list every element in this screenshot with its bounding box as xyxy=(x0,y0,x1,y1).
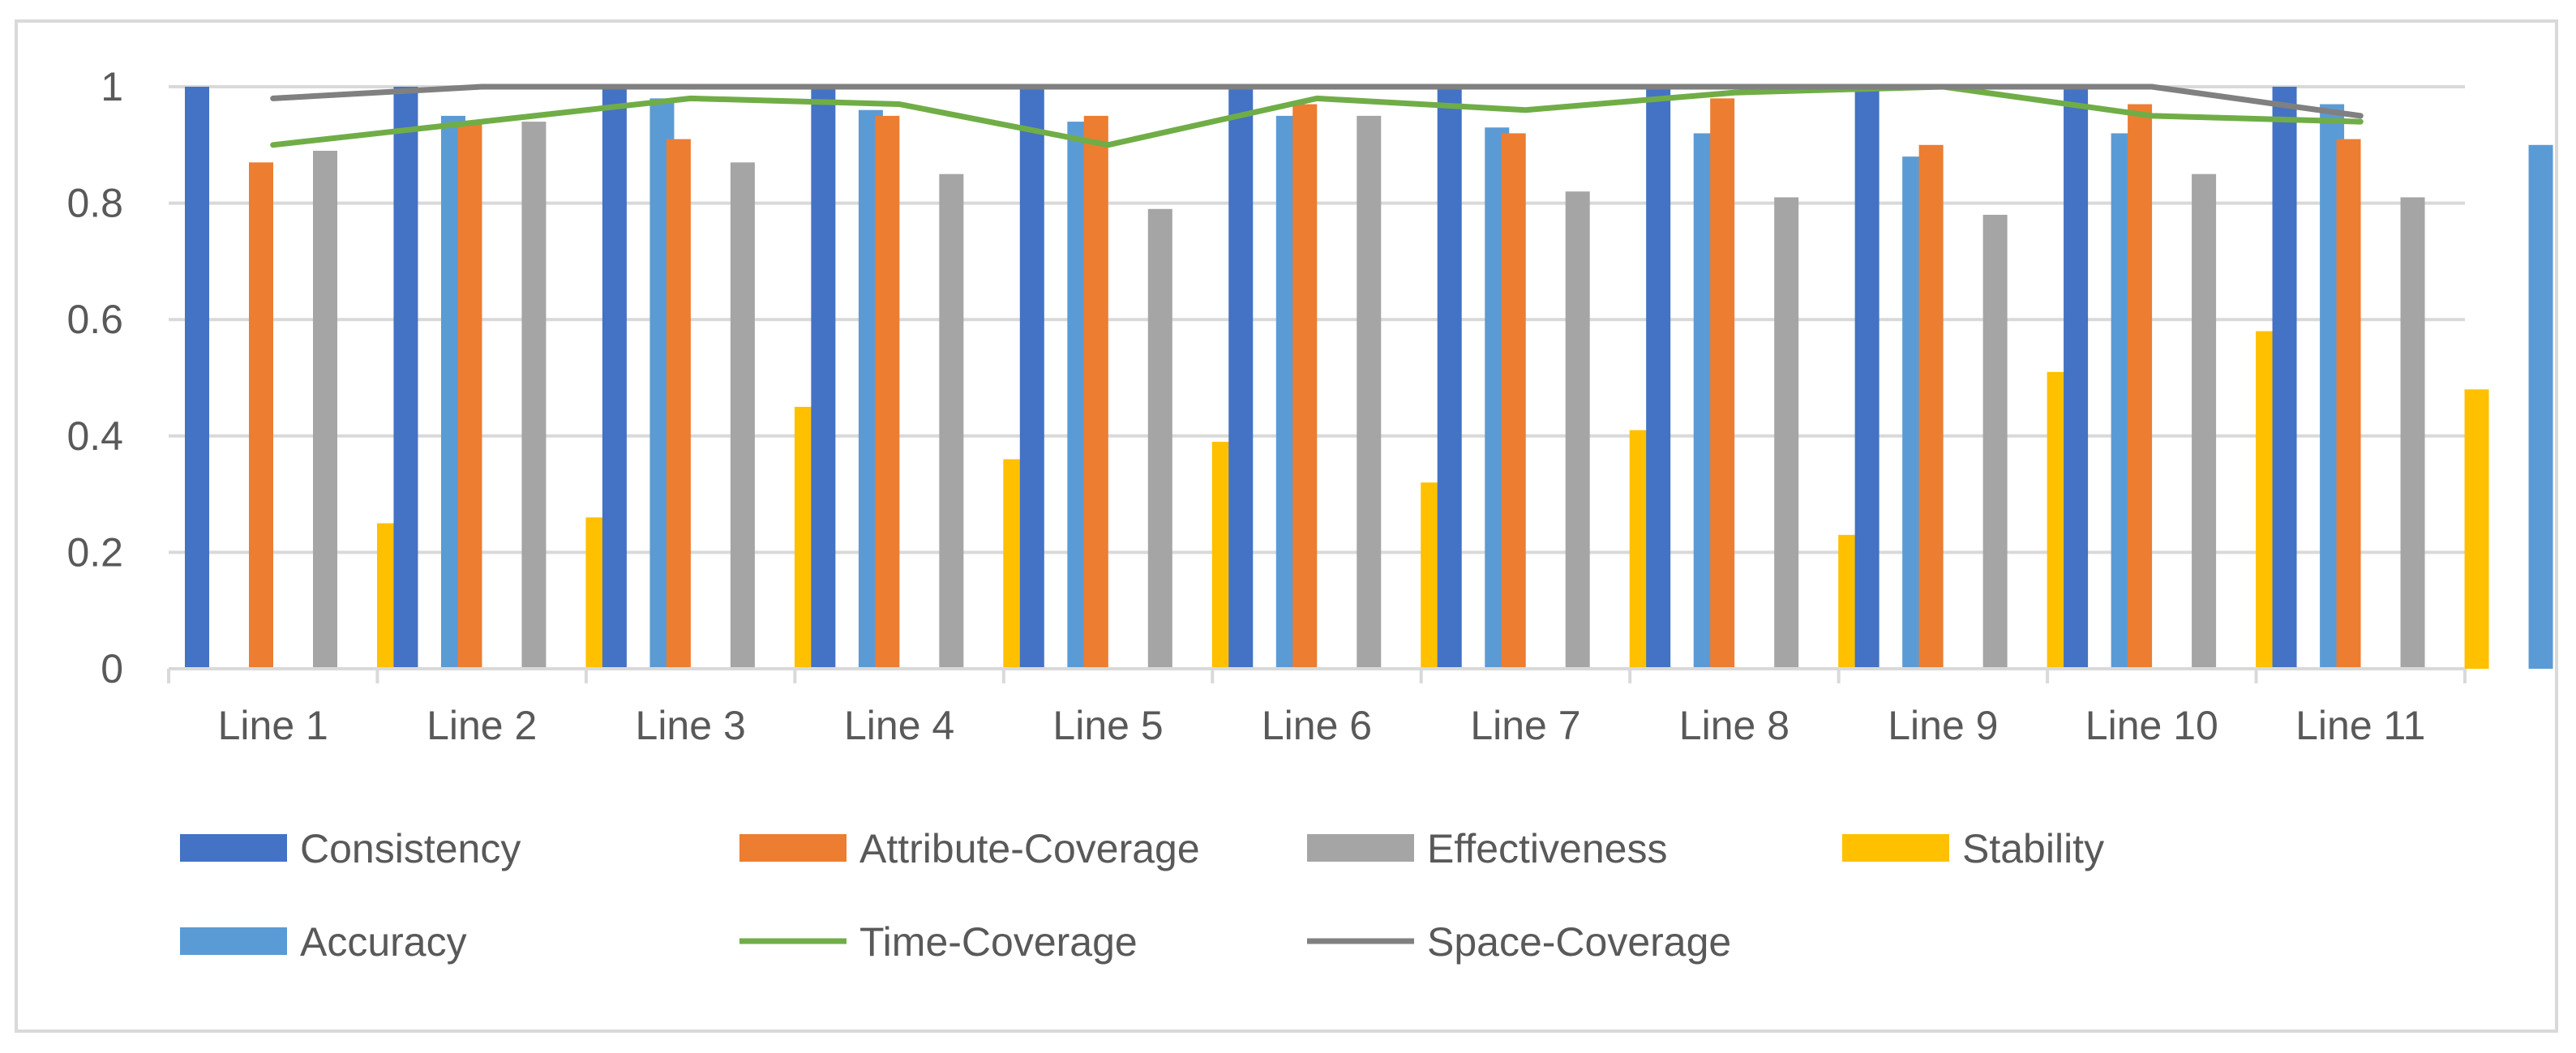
bar-attribute-coverage-7 xyxy=(1501,133,1526,669)
x-tick-label: Line 1 xyxy=(218,703,328,748)
bar-effectiveness-5 xyxy=(1147,208,1172,669)
bar-consistency-9 xyxy=(1854,87,1879,669)
bar-consistency-7 xyxy=(1437,87,1462,669)
legend-label: Attribute-Coverage xyxy=(859,826,1200,871)
legend-label: Space-Coverage xyxy=(1427,919,1731,965)
x-tick-label: Line 5 xyxy=(1052,703,1163,748)
legend-label: Effectiveness xyxy=(1427,826,1667,871)
legend-label: Time-Coverage xyxy=(859,919,1138,965)
bar-attribute-coverage-9 xyxy=(1918,144,1944,670)
y-tick-label: 0.2 xyxy=(66,529,123,575)
bar-attribute-coverage-3 xyxy=(666,139,691,669)
x-tick-label: Line 6 xyxy=(1262,703,1372,748)
bar-effectiveness-1 xyxy=(313,150,337,670)
bar-consistency-5 xyxy=(1019,87,1044,669)
x-tick-label: Line 11 xyxy=(2295,703,2425,748)
y-tick-label: 0.8 xyxy=(66,181,123,226)
bar-consistency-1 xyxy=(185,87,209,669)
legend-item-space-coverage: Space-Coverage xyxy=(1307,919,1731,965)
legend-label: Consistency xyxy=(300,826,521,871)
y-tick-label: 0.4 xyxy=(66,413,123,459)
bar-effectiveness-3 xyxy=(730,162,755,670)
bar-consistency-10 xyxy=(2064,87,2089,669)
legend-swatch xyxy=(180,927,287,955)
bar-consistency-3 xyxy=(602,87,627,669)
bar-attribute-coverage-11 xyxy=(2336,139,2361,669)
bar-effectiveness-7 xyxy=(1565,191,1590,670)
line-time-coverage xyxy=(270,83,2364,148)
y-tick-label: 1 xyxy=(101,64,123,109)
bar-consistency-11 xyxy=(2272,87,2297,669)
bar-effectiveness-4 xyxy=(939,173,964,669)
bar-attribute-coverage-8 xyxy=(1710,98,1735,670)
x-axis-ticks: Line 1 Line 2 Line 3 Line 4 Line 5 Line 6 Line… xyxy=(218,703,2426,748)
line-series xyxy=(270,83,2364,148)
legend-item-stability: Stability xyxy=(1842,826,2104,871)
y-tick-label: 0 xyxy=(101,646,123,691)
x-tick-label: Line 9 xyxy=(1888,703,1998,748)
bar-attribute-coverage-6 xyxy=(1292,104,1318,669)
legend-item-effectiveness: Effectiveness xyxy=(1307,826,1667,871)
bar-accuracy-11 xyxy=(2528,144,2553,670)
legend-item-consistency: Consistency xyxy=(180,826,521,871)
bar-effectiveness-11 xyxy=(2400,197,2425,670)
bar-attribute-coverage-5 xyxy=(1083,115,1108,669)
y-axis-ticks: 0 0.2 0.4 0.6 0.8 1 xyxy=(66,64,123,691)
legend-swatch xyxy=(1307,834,1414,862)
bar-series xyxy=(185,87,2553,670)
bar-attribute-coverage-2 xyxy=(457,122,482,669)
legend-label: Accuracy xyxy=(300,919,467,965)
y-tick-label: 0.6 xyxy=(66,297,123,342)
x-tick-label: Line 7 xyxy=(1470,703,1580,748)
x-tick-label: Line 10 xyxy=(2085,703,2218,748)
bar-stability-11 xyxy=(2464,389,2489,669)
x-tick-label: Line 4 xyxy=(844,703,954,748)
bar-consistency-2 xyxy=(393,87,418,669)
legend-label: Stability xyxy=(1962,826,2104,871)
bar-effectiveness-9 xyxy=(1982,214,2008,669)
bar-attribute-coverage-4 xyxy=(875,115,900,669)
bar-effectiveness-10 xyxy=(2192,173,2217,669)
x-tick-label: Line 2 xyxy=(426,703,537,748)
bar-consistency-4 xyxy=(811,87,836,669)
legend-item-time-coverage: Time-Coverage xyxy=(739,919,1138,965)
legend-item-attribute-coverage: Attribute-Coverage xyxy=(739,826,1200,871)
line-space-coverage xyxy=(270,83,2364,119)
legend: Consistency Attribute-Coverage Effectivene… xyxy=(180,826,2104,965)
legend-swatch xyxy=(739,834,847,862)
bar-effectiveness-8 xyxy=(1774,197,1799,670)
x-axis xyxy=(167,667,2467,683)
bar-attribute-coverage-1 xyxy=(249,162,273,670)
bar-attribute-coverage-10 xyxy=(2128,104,2153,669)
bar-consistency-8 xyxy=(1646,87,1671,669)
bar-consistency-6 xyxy=(1228,87,1254,669)
x-tick-label: Line 8 xyxy=(1679,703,1789,748)
legend-item-accuracy: Accuracy xyxy=(180,919,467,965)
bar-effectiveness-6 xyxy=(1357,115,1382,669)
x-tick-label: Line 3 xyxy=(636,703,746,748)
bar-effectiveness-2 xyxy=(521,122,546,669)
legend-swatch xyxy=(180,834,287,862)
legend-swatch xyxy=(1842,834,1949,862)
